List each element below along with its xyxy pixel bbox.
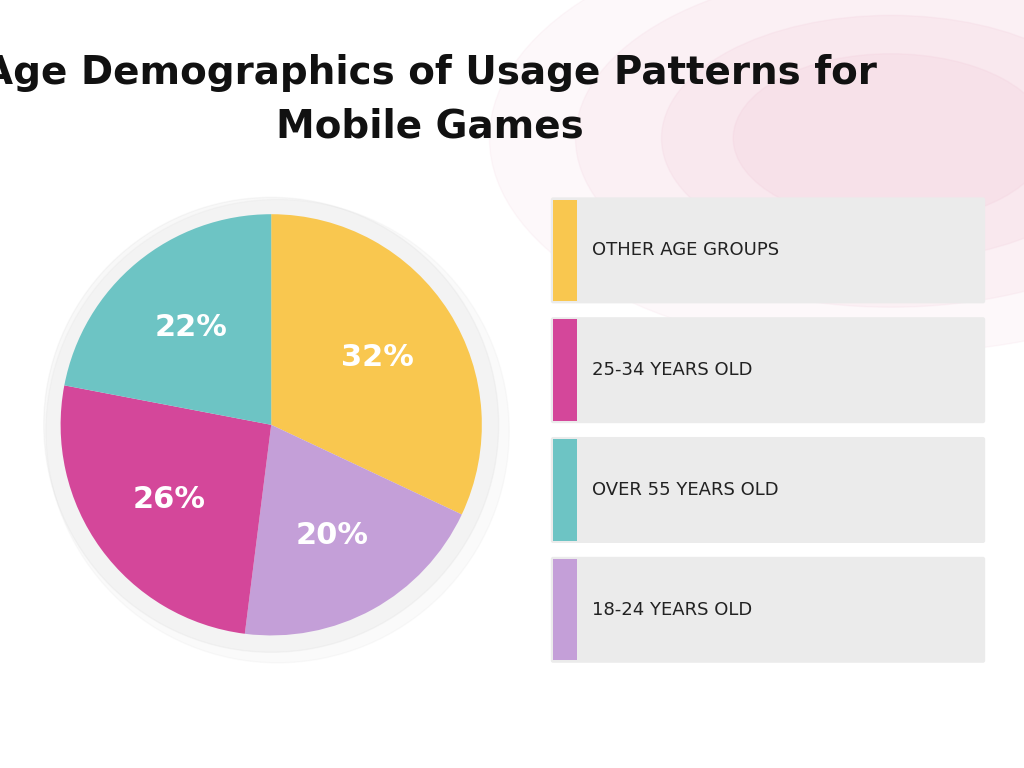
Circle shape <box>46 200 509 663</box>
Ellipse shape <box>575 0 1024 307</box>
Ellipse shape <box>733 54 1024 223</box>
Text: OTHER AGE GROUPS: OTHER AGE GROUPS <box>592 241 779 260</box>
Text: Mobile Games: Mobile Games <box>276 108 584 145</box>
Wedge shape <box>271 214 482 515</box>
Circle shape <box>44 197 499 652</box>
Text: 25-34 YEARS OLD: 25-34 YEARS OLD <box>592 361 753 379</box>
FancyBboxPatch shape <box>551 437 985 543</box>
Ellipse shape <box>662 15 1024 261</box>
FancyBboxPatch shape <box>553 559 577 660</box>
FancyBboxPatch shape <box>551 197 985 303</box>
FancyBboxPatch shape <box>553 319 577 421</box>
Text: OVER 55 YEARS OLD: OVER 55 YEARS OLD <box>592 481 778 499</box>
Text: 32%: 32% <box>341 343 415 372</box>
FancyBboxPatch shape <box>553 200 577 301</box>
FancyBboxPatch shape <box>551 557 985 663</box>
Text: 20%: 20% <box>296 521 369 550</box>
FancyBboxPatch shape <box>551 317 985 423</box>
FancyBboxPatch shape <box>553 439 577 541</box>
Text: 26%: 26% <box>132 485 206 514</box>
Wedge shape <box>60 386 271 634</box>
Text: 18-24 YEARS OLD: 18-24 YEARS OLD <box>592 601 752 619</box>
Ellipse shape <box>489 0 1024 353</box>
Text: Age Demographics of Usage Patterns for: Age Demographics of Usage Patterns for <box>0 54 877 91</box>
Wedge shape <box>65 214 271 425</box>
Text: 22%: 22% <box>155 313 227 342</box>
Wedge shape <box>245 425 462 635</box>
